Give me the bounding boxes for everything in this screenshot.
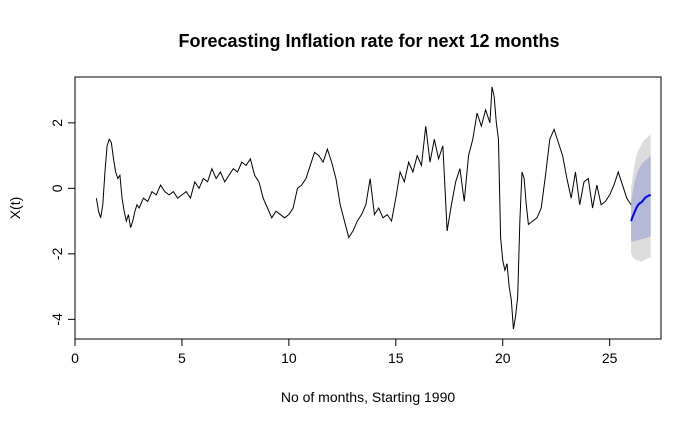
x-tick-label: 15 [388,350,404,366]
x-tick-label: 0 [71,350,79,366]
x-axis-label: No of months, Starting 1990 [281,389,456,405]
forecast-interval-80 [631,155,651,242]
chart-title: Forecasting Inflation rate for next 12 m… [178,31,559,51]
x-tick-label: 25 [602,350,618,366]
x-tick-label: 5 [178,350,186,366]
y-axis: -4 -2 0 2 [49,119,76,326]
series-line-forecast [630,193,652,222]
x-axis: 0 5 10 15 20 25 [71,338,618,366]
x-tick-label: 20 [495,350,511,366]
x-tick-label: 10 [281,350,297,366]
y-tick-label: -4 [49,313,65,326]
series-lines [95,86,652,330]
y-tick-label: 0 [49,184,65,192]
y-axis-label: X(t) [7,197,23,220]
y-tick-label: -2 [49,247,65,260]
plot-frame [74,76,662,340]
forecast-intervals [631,134,651,263]
series-line-observed [95,86,632,330]
y-tick-label: 2 [49,119,65,127]
